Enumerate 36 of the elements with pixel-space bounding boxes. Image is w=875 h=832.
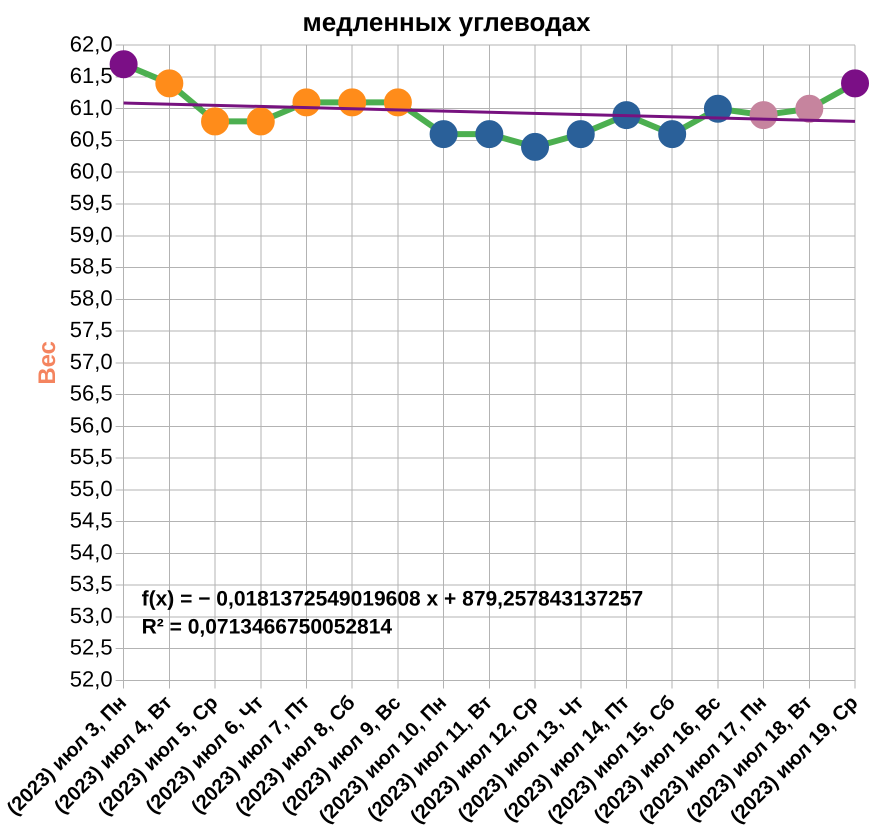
- point: [566, 120, 595, 148]
- y-tick-label: 52,0: [70, 666, 113, 692]
- y-tick-label: 52,5: [70, 634, 113, 660]
- point: [658, 120, 686, 148]
- point: [795, 94, 824, 123]
- y-tick-label: 54,5: [70, 508, 113, 533]
- point: [841, 69, 870, 98]
- y-tick-label: 59,5: [70, 190, 113, 216]
- y-tick-label: 62,0: [70, 31, 113, 56]
- point: [155, 69, 184, 98]
- annotation: f(x) = − 0,0181372549019608 x + 879,257843137257: [142, 587, 644, 610]
- y-tick-label: 56,0: [70, 412, 113, 438]
- y-tick-label: 60,5: [70, 126, 113, 152]
- y-tick-label: 58,0: [70, 285, 113, 310]
- y-tick-label: 55,0: [70, 476, 113, 501]
- y-tick-label: 55,5: [70, 444, 113, 470]
- y-tick-label: 57,0: [70, 348, 113, 374]
- y-tick-label: 56,5: [70, 380, 113, 406]
- annotation: R² = 0,0713466750052814: [142, 615, 392, 638]
- y-tick-label: 57,5: [70, 317, 113, 342]
- chart-title: медленных углеводах: [302, 6, 592, 37]
- point: [521, 132, 550, 161]
- y-tick-label: 53,0: [70, 602, 113, 628]
- point: [430, 120, 458, 148]
- y-tick-label: 61,0: [70, 94, 113, 120]
- point: [475, 120, 504, 148]
- y-tick-label: 59,0: [70, 222, 113, 247]
- y-tick-label: 61,5: [70, 63, 113, 88]
- y-tick-label: 54,0: [70, 539, 113, 564]
- point: [201, 107, 230, 136]
- y-tick-label: 60,0: [70, 158, 113, 184]
- y-axis-title: Вес: [34, 340, 62, 385]
- point: [246, 107, 275, 136]
- point: [704, 94, 732, 123]
- y-tick-label: 53,5: [70, 571, 113, 596]
- y-tick-label: 58,5: [70, 254, 113, 279]
